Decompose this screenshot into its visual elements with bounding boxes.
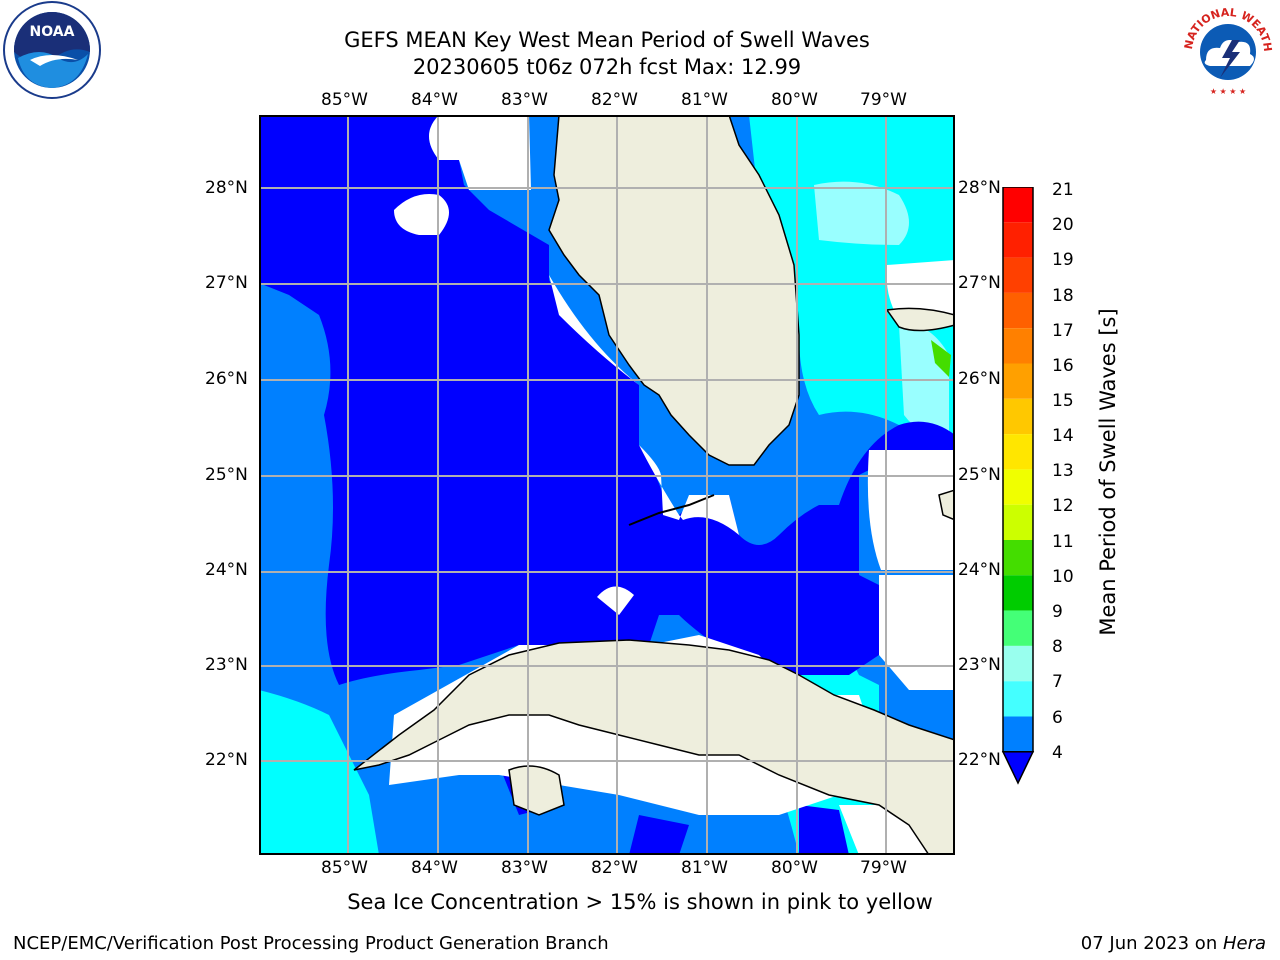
chart-title-line1: GEFS MEAN Key West Mean Period of Swell … xyxy=(344,28,870,52)
colorbar-swatch xyxy=(1003,575,1033,611)
lon-tick-top: 80°W xyxy=(771,90,818,110)
svg-text:NOAA: NOAA xyxy=(30,24,75,40)
colorbar-tick: 15 xyxy=(1052,391,1074,411)
masked-area xyxy=(879,575,955,690)
svg-text:★ ★ ★ ★: ★ ★ ★ ★ xyxy=(1210,87,1246,96)
lon-tick-bottom: 82°W xyxy=(591,858,638,878)
colorbar-tick: 20 xyxy=(1052,215,1074,235)
swell-band-2-4 xyxy=(259,115,955,685)
colorbar-tick: 9 xyxy=(1052,602,1063,622)
lat-tick-right: 22°N xyxy=(958,750,1001,770)
colorbar-tick: 13 xyxy=(1052,461,1074,481)
lat-tick-right: 25°N xyxy=(958,465,1001,485)
colorbar-tick: 11 xyxy=(1052,532,1074,552)
colorbar-swatch xyxy=(1003,434,1033,470)
lat-tick-left: 28°N xyxy=(205,178,248,198)
lon-tick-top: 85°W xyxy=(321,90,368,110)
masked-area xyxy=(597,586,634,615)
colorbar-tick: 18 xyxy=(1052,286,1074,306)
map-gridlines xyxy=(259,115,955,855)
masked-area xyxy=(394,194,449,235)
lat-tick-left: 27°N xyxy=(205,273,248,293)
colorbar-title: Mean Period of Swell Waves [s] xyxy=(1096,308,1120,636)
lon-tick-bottom: 81°W xyxy=(681,858,728,878)
lon-tick-top: 79°W xyxy=(860,90,907,110)
colorbar-tick: 7 xyxy=(1052,672,1063,692)
colorbar xyxy=(1000,186,1040,787)
lat-tick-left: 24°N xyxy=(205,560,248,580)
lat-tick-right: 23°N xyxy=(958,655,1001,675)
footer-date-text: 07 Jun 2023 on xyxy=(1080,933,1223,954)
lat-tick-left: 25°N xyxy=(205,465,248,485)
swell-band-2-4 xyxy=(629,815,689,855)
colorbar-tick: 16 xyxy=(1052,356,1074,376)
colorbar-swatch xyxy=(1003,504,1033,540)
colorbar-tick: 4 xyxy=(1052,743,1063,763)
colorbar-swatch xyxy=(1003,681,1033,717)
colorbar-swatch xyxy=(1003,187,1033,223)
nws-logo: NATIONAL WEATHER SERVICE ★ ★ ★ ★ xyxy=(1172,0,1280,100)
lat-tick-left: 23°N xyxy=(205,655,248,675)
map-panel xyxy=(259,114,956,856)
colorbar-tick: 21 xyxy=(1052,180,1074,200)
footer-credit: NCEP/EMC/Verification Post Processing Pr… xyxy=(13,933,609,954)
colorbar-tick: 14 xyxy=(1052,426,1074,446)
colorbar-tick: 8 xyxy=(1052,637,1063,657)
lon-tick-bottom: 79°W xyxy=(860,858,907,878)
colorbar-swatch xyxy=(1003,645,1033,682)
lat-tick-right: 27°N xyxy=(958,273,1001,293)
lat-tick-right: 26°N xyxy=(958,369,1001,389)
swell-band-2-4 xyxy=(799,805,849,855)
colorbar-tick: 12 xyxy=(1052,496,1074,516)
lon-tick-bottom: 85°W xyxy=(321,858,368,878)
lon-tick-top: 83°W xyxy=(501,90,548,110)
colorbar-swatch xyxy=(1003,469,1033,505)
map-frame xyxy=(259,115,955,855)
florida-keys xyxy=(628,494,715,526)
colorbar-swatch xyxy=(1003,398,1033,435)
lon-tick-bottom: 84°W xyxy=(411,858,458,878)
lon-tick-top: 82°W xyxy=(591,90,638,110)
land-florida xyxy=(548,114,800,466)
noaa-logo: NOAA xyxy=(0,0,104,100)
colorbar-tick: 10 xyxy=(1052,567,1074,587)
lon-tick-bottom: 83°W xyxy=(501,858,548,878)
colorbar-swatch xyxy=(1003,328,1033,364)
lon-tick-bottom: 80°W xyxy=(771,858,818,878)
lat-tick-left: 22°N xyxy=(205,750,248,770)
masked-area xyxy=(429,115,531,190)
colorbar-swatch xyxy=(1003,222,1033,258)
colorbar-swatch xyxy=(1003,540,1033,576)
colorbar-swatch xyxy=(1003,610,1033,646)
colorbar-swatch xyxy=(1003,292,1033,329)
lat-tick-right: 24°N xyxy=(958,560,1001,580)
footer-date: 07 Jun 2023 on Hera xyxy=(1081,933,1266,954)
swell-band-10-11 xyxy=(931,340,951,377)
colorbar-tick: 6 xyxy=(1052,708,1063,728)
lat-tick-right: 28°N xyxy=(958,178,1001,198)
footer-machine: Hera xyxy=(1222,933,1266,954)
colorbar-swatch xyxy=(1003,257,1033,293)
land-isle-of-youth xyxy=(508,765,565,816)
colorbar-swatch xyxy=(1003,363,1033,399)
lat-tick-left: 26°N xyxy=(205,369,248,389)
masked-area xyxy=(867,450,955,570)
colorbar-extend-arrow xyxy=(1001,751,1035,785)
chart-title-line2: 20230605 t06z 072h fcst Max: 12.99 xyxy=(412,55,802,79)
masked-area xyxy=(549,275,739,535)
sea-ice-note: Sea Ice Concentration > 15% is shown in … xyxy=(347,890,933,914)
colorbar-tick: 19 xyxy=(1052,250,1074,270)
colorbar-tick: 17 xyxy=(1052,321,1074,341)
lon-tick-top: 81°W xyxy=(681,90,728,110)
colorbar-swatch xyxy=(1003,716,1033,752)
lon-tick-top: 84°W xyxy=(411,90,458,110)
